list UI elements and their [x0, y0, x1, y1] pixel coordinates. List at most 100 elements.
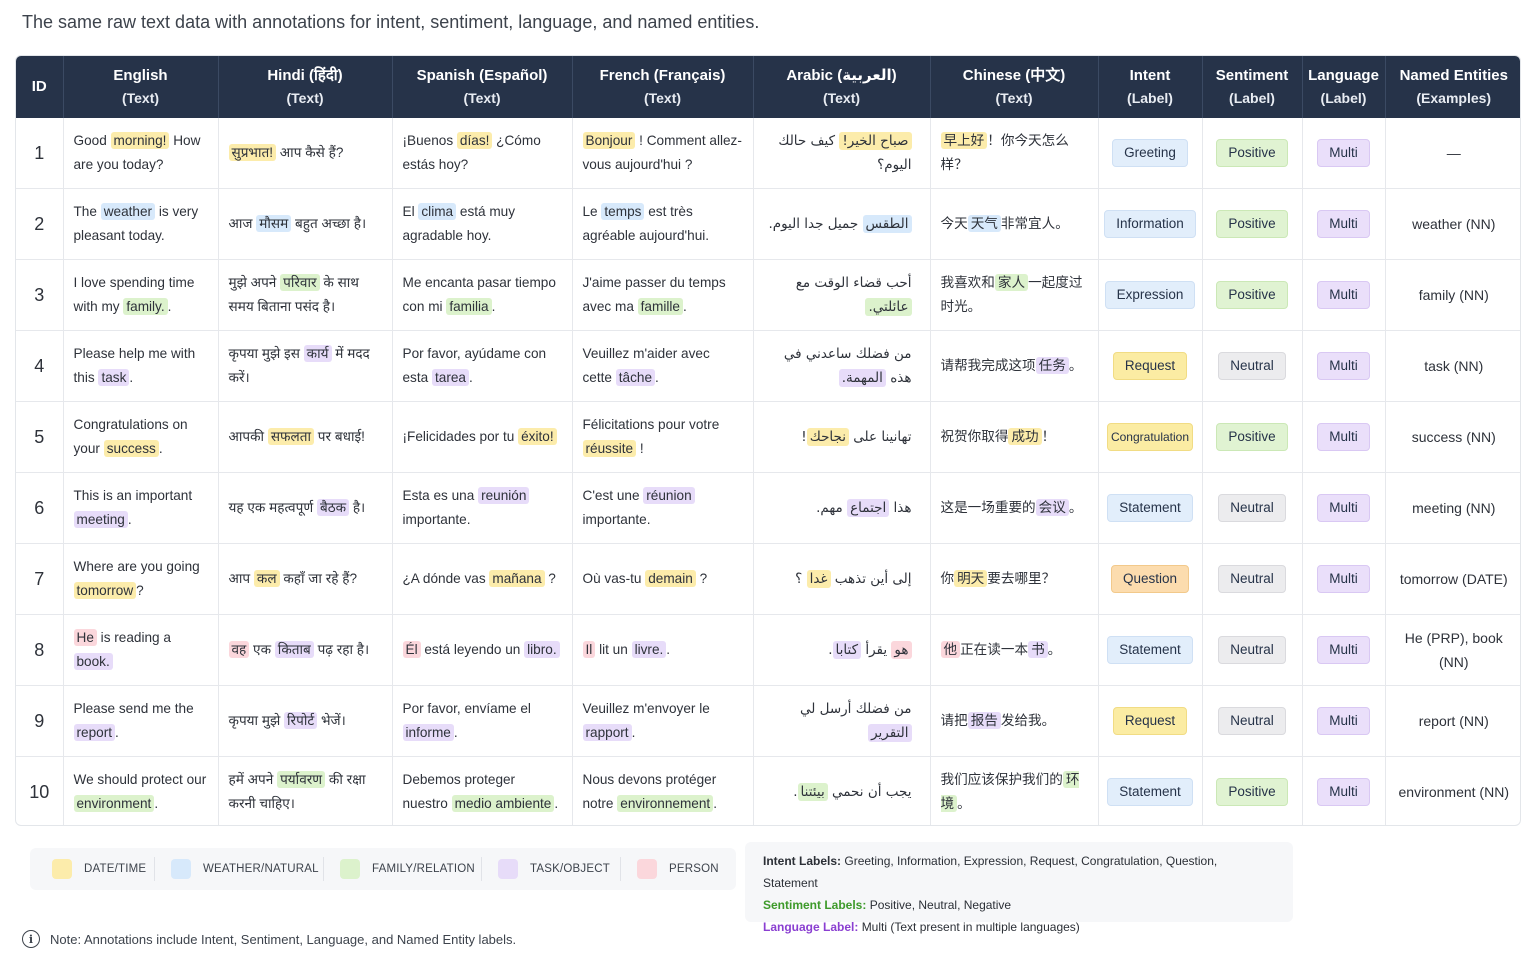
intent-badge: Request: [1112, 707, 1188, 736]
column-header: ID: [16, 56, 64, 118]
text-segment: .: [828, 642, 833, 659]
text-cell-es: El clima está muy agradable hoy.: [392, 188, 573, 260]
entity-highlight: report: [73, 724, 116, 742]
text-segment: Félicitations pour votre: [582, 416, 720, 432]
text-cell-ar: من فضلك ساعدني في هذه المهمة.: [753, 330, 931, 402]
intent-cell: Information: [1098, 188, 1203, 260]
intent-cell: Request: [1098, 685, 1203, 758]
text-segment: आप कैसे हैं?: [276, 144, 344, 160]
language-badge: Multi: [1317, 280, 1370, 309]
legend-divider: [481, 857, 482, 881]
text-cell-zh: 早上好 ！你今天怎么样？: [930, 118, 1099, 189]
text-segment: إلى أين تذهب: [830, 570, 912, 587]
text-segment: ¡Felicidades por tu: [402, 428, 519, 444]
text-segment: من فضلك ساعدني في هذه: [783, 345, 912, 386]
sentiment-badge: Neutral: [1218, 351, 1286, 380]
column-header-title: English: [113, 67, 168, 84]
text-segment: جميل جدا اليوم.: [768, 215, 863, 232]
text-segment: من فضلك أرسل لي: [799, 701, 912, 718]
legend-item: TASK/OBJECT: [498, 858, 610, 880]
named-entities-cell: weather (NN): [1385, 188, 1520, 260]
entity-highlight: 书: [1028, 641, 1048, 659]
text-cell-es: ¿A dónde vas mañana ?: [392, 543, 573, 616]
text-segment: El: [402, 203, 419, 219]
intent-cell: Statement: [1098, 756, 1203, 825]
text-segment: ?: [136, 582, 144, 598]
sentiment-cell: Neutral: [1202, 685, 1303, 758]
text-segment: ！: [1041, 428, 1056, 444]
text-cell-es: Él está leyendo un libro.: [392, 614, 573, 687]
sentiment-badge: Neutral: [1218, 707, 1286, 736]
text-segment: 一起度过时光。: [940, 274, 1083, 314]
entity-highlight: rapport: [582, 724, 632, 742]
intent-cell: Statement: [1098, 472, 1203, 544]
entity-highlight: कार्य: [303, 344, 332, 362]
intent-labels-key: Intent Labels:: [763, 854, 842, 868]
text-cell-ar: أحب قضاء الوقت مع عائلتي.: [753, 259, 931, 331]
text-segment: كيف حالك اليوم؟: [778, 132, 912, 173]
text-cell-ar: هو يقرأ كتابا.: [753, 614, 931, 687]
legend-swatch: [340, 859, 360, 879]
column-header: Language (Label): [1302, 56, 1386, 118]
table-row: 9 Please send me the report. कृपया मुझे रि…: [16, 685, 1520, 758]
row-id: 7: [16, 543, 64, 616]
language-badge: Multi: [1317, 209, 1370, 238]
sentiment-badge: Positive: [1216, 209, 1288, 238]
text-cell-zh: 我们应该保护我们的 环境。: [930, 756, 1099, 825]
entity-highlight: 他: [940, 641, 961, 659]
text-cell-en: Where are you going tomorrow?: [63, 543, 219, 616]
legend-swatch: [637, 859, 657, 879]
row-id: 2: [16, 188, 64, 260]
column-header: Intent (Label): [1098, 56, 1203, 118]
sentiment-cell: Positive: [1202, 756, 1303, 825]
text-cell-en: We should protect our environment.: [63, 756, 219, 825]
entity-highlight: He: [73, 629, 97, 647]
text-segment: .: [468, 369, 473, 385]
entity-highlight: पर्यावरण: [277, 771, 326, 789]
intent-cell: Expression: [1098, 259, 1203, 331]
text-segment: .: [167, 298, 172, 314]
text-cell-es: Esta es una reunión importante.: [392, 472, 573, 544]
text-segment: के साथ समय बिताना पसंद है।: [228, 274, 359, 314]
text-segment: 。: [957, 796, 971, 812]
text-segment: कहाँ जा रहे हैं?: [279, 570, 358, 586]
entity-highlight: tarea: [431, 368, 469, 386]
text-segment: कृपया मुझे इस: [228, 345, 304, 361]
language-cell: Multi: [1302, 188, 1386, 260]
entity-highlight: परिवार: [280, 273, 320, 291]
text-segment: Esta es una: [402, 487, 479, 503]
intent-badge: Statement: [1107, 493, 1193, 522]
sentiment-labels-value: Positive, Neutral, Negative: [869, 898, 1012, 912]
text-segment: J'aime passer du temps avec ma: [582, 274, 726, 314]
column-header-subtitle: (Text): [121, 90, 160, 106]
column-header-subtitle: (Examples): [1416, 90, 1492, 106]
intent-badge: Greeting: [1112, 138, 1188, 167]
entity-highlight: clima: [418, 202, 457, 220]
entity-highlight: reunión: [478, 486, 530, 504]
language-cell: Multi: [1302, 472, 1386, 544]
intent-badge: Statement: [1107, 636, 1193, 665]
text-segment: पढ़ रहा है।: [313, 642, 370, 658]
text-segment: बहुत अच्छा है।: [291, 215, 367, 231]
text-segment: कृपया मुझे: [228, 713, 285, 729]
entity-highlight: 天气: [967, 214, 1001, 232]
text-cell-hi: कृपया मुझे रिपोर्ट भेजें।: [218, 685, 393, 758]
text-segment: ! Comment allez-vous aujourd'hui ?: [582, 132, 742, 172]
text-segment: .: [129, 369, 134, 385]
text-segment: ?: [544, 570, 556, 586]
row-id: 8: [16, 614, 64, 687]
language-cell: Multi: [1302, 685, 1386, 758]
entity-highlight: success: [103, 439, 159, 457]
legend-item: FAMILY/RELATION: [340, 858, 475, 880]
text-segment: يجب أن نحمي: [827, 784, 912, 801]
text-segment: Me encanta pasar tiempo con mi: [402, 274, 556, 314]
intent-cell: Congratulation: [1098, 401, 1203, 473]
entity-highlight: demain: [645, 569, 696, 587]
text-segment: We should protect our: [73, 772, 207, 788]
text-segment: आप: [228, 570, 254, 586]
text-cell-en: He is reading a book.: [63, 614, 219, 687]
text-segment: 今天: [940, 215, 968, 231]
entity-highlight: बैठक: [316, 498, 350, 516]
intent-badge: Question: [1110, 564, 1190, 593]
text-segment: Le: [582, 203, 602, 219]
